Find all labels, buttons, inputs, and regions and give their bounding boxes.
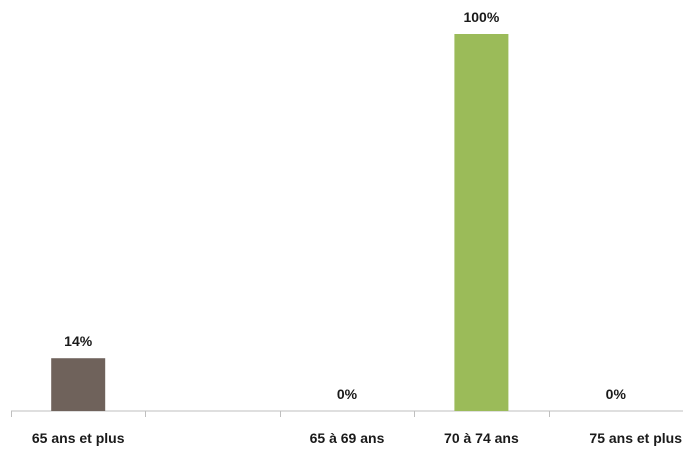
data-labels: 14% 0% 100% 0% [64,9,626,402]
bar [454,34,509,411]
data-label: 14% [64,333,93,349]
bar [51,358,106,411]
data-label: 0% [337,386,358,402]
data-label: 100% [463,9,499,25]
bars [51,34,509,411]
category-labels: 65 ans et plus 65 à 69 ans 70 à 74 ans 75 a… [32,430,682,446]
category-label: 70 à 74 ans [444,430,519,446]
category-label: 65 ans et plus [32,430,125,446]
x-axis [11,410,683,417]
category-label: 75 ans et plus [589,430,682,446]
data-label: 0% [606,386,627,402]
category-label: 65 à 69 ans [310,430,385,446]
